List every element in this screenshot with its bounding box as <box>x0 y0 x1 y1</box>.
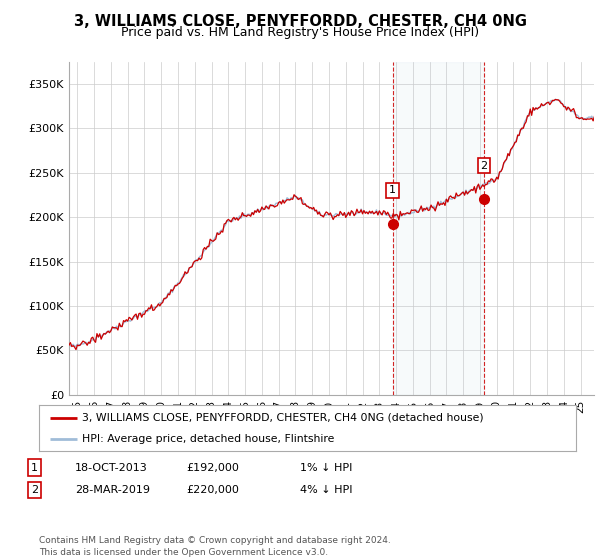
Text: 3, WILLIAMS CLOSE, PENYFFORDD, CHESTER, CH4 0NG: 3, WILLIAMS CLOSE, PENYFFORDD, CHESTER, … <box>74 14 527 29</box>
Text: 28-MAR-2019: 28-MAR-2019 <box>75 485 150 495</box>
Text: £192,000: £192,000 <box>186 463 239 473</box>
Text: 3, WILLIAMS CLOSE, PENYFFORDD, CHESTER, CH4 0NG (detached house): 3, WILLIAMS CLOSE, PENYFFORDD, CHESTER, … <box>82 413 484 423</box>
Text: 1: 1 <box>31 463 38 473</box>
Text: 2: 2 <box>31 485 38 495</box>
Text: Contains HM Land Registry data © Crown copyright and database right 2024.
This d: Contains HM Land Registry data © Crown c… <box>39 536 391 557</box>
Text: 2: 2 <box>481 161 488 171</box>
Text: Price paid vs. HM Land Registry's House Price Index (HPI): Price paid vs. HM Land Registry's House … <box>121 26 479 39</box>
Text: 4% ↓ HPI: 4% ↓ HPI <box>300 485 353 495</box>
Text: 1: 1 <box>389 185 396 195</box>
Bar <box>393 62 484 395</box>
Text: 1% ↓ HPI: 1% ↓ HPI <box>300 463 352 473</box>
Text: HPI: Average price, detached house, Flintshire: HPI: Average price, detached house, Flin… <box>82 435 334 444</box>
Text: £220,000: £220,000 <box>186 485 239 495</box>
Text: 18-OCT-2013: 18-OCT-2013 <box>75 463 148 473</box>
